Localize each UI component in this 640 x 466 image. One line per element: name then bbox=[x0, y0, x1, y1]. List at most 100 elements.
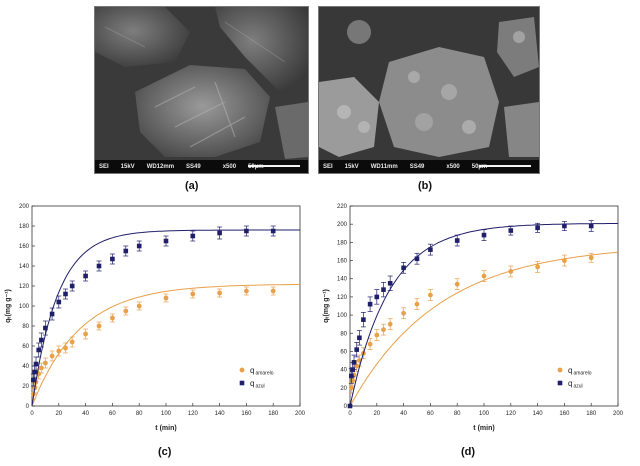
data-point bbox=[401, 310, 406, 316]
data-point bbox=[96, 323, 102, 329]
sem-micrograph-b bbox=[319, 7, 539, 173]
legend-marker bbox=[239, 367, 245, 373]
data-point bbox=[163, 295, 169, 301]
data-point bbox=[588, 223, 594, 229]
sem-wd-b: WD11mm bbox=[370, 163, 398, 170]
data-point bbox=[354, 363, 360, 369]
data-point bbox=[347, 403, 353, 409]
data-point bbox=[56, 348, 62, 354]
chart-svg-d: 0 20 40 60 80 100 120 140 160 180 200 0 20 40 60 80 100 1… bbox=[323, 204, 624, 432]
data-point bbox=[381, 287, 386, 292]
y-tick-label: 80 bbox=[22, 324, 29, 330]
data-point bbox=[96, 263, 102, 269]
data-point bbox=[428, 292, 433, 298]
x-tick-label: 20 bbox=[55, 411, 62, 417]
sem-info-bar-b: SEI 15kV WD11mm SS49 x500 50µm bbox=[319, 160, 539, 173]
data-point bbox=[454, 238, 460, 243]
data-point bbox=[348, 385, 354, 391]
x-axis-label: t (min) bbox=[473, 425, 494, 432]
y-tick-label: 100 bbox=[337, 313, 348, 319]
legend-label: qamarelo bbox=[568, 366, 592, 377]
data-point bbox=[351, 360, 357, 365]
data-point bbox=[56, 299, 62, 305]
y-axis-label: qₜ(mg g⁻¹) bbox=[323, 289, 330, 323]
y-tick-label: 140 bbox=[337, 277, 348, 283]
data-point bbox=[454, 281, 460, 287]
data-point bbox=[136, 303, 142, 309]
data-point bbox=[414, 256, 420, 262]
data-point bbox=[49, 353, 55, 359]
fit-curve bbox=[349, 223, 618, 407]
scale-bar-a bbox=[248, 165, 300, 167]
data-point bbox=[481, 273, 487, 279]
y-tick-label: 160 bbox=[19, 244, 30, 250]
data-point bbox=[401, 265, 406, 271]
y-tick-label: 200 bbox=[337, 222, 348, 228]
x-tick-label: 20 bbox=[373, 411, 380, 417]
y-tick-label: 180 bbox=[337, 240, 348, 246]
data-point bbox=[123, 248, 129, 254]
y-tick-label: 220 bbox=[337, 204, 348, 210]
x-tick-label: 200 bbox=[295, 411, 306, 417]
data-point bbox=[110, 256, 115, 262]
panel-label-c: (c) bbox=[158, 446, 172, 458]
x-tick-label: 60 bbox=[427, 411, 434, 417]
x-tick-label: 40 bbox=[82, 411, 89, 417]
legend-marker bbox=[557, 380, 563, 386]
kinetics-chart-c: 0 20 40 60 80 100 120 140 160 180 200 0 20 40 60 80 100 1… bbox=[0, 196, 320, 446]
x-tick-label: 100 bbox=[479, 411, 490, 417]
x-tick-label: 160 bbox=[559, 411, 570, 417]
data-point bbox=[387, 280, 393, 286]
data-point bbox=[136, 243, 142, 249]
x-tick-label: 40 bbox=[400, 411, 407, 417]
legend-marker bbox=[557, 367, 563, 373]
sem-info-bar-a: SEI 15kV WD12mm SS49 x500 50µm bbox=[95, 160, 308, 173]
data-point bbox=[163, 238, 169, 244]
sem-image-b: SEI 15kV WD11mm SS49 x500 50µm bbox=[318, 6, 540, 174]
data-point bbox=[244, 288, 249, 294]
y-tick-label: 100 bbox=[19, 304, 30, 310]
scale-bar-b bbox=[479, 165, 531, 167]
data-point bbox=[562, 223, 567, 229]
data-point bbox=[110, 315, 115, 321]
sem-ss-a: SS49 bbox=[186, 163, 201, 170]
data-point bbox=[270, 288, 276, 294]
data-point bbox=[43, 325, 48, 331]
data-point bbox=[481, 232, 487, 238]
x-tick-label: 120 bbox=[188, 411, 199, 417]
data-point bbox=[217, 290, 223, 296]
x-tick-label: 180 bbox=[268, 411, 279, 417]
sem-mag-a: x500 bbox=[222, 163, 237, 170]
data-point bbox=[83, 273, 88, 279]
data-point bbox=[354, 347, 359, 352]
data-point bbox=[357, 335, 362, 341]
x-tick-label: 0 bbox=[30, 411, 34, 417]
x-tick-label: 100 bbox=[161, 411, 172, 417]
y-tick-label: 120 bbox=[337, 295, 348, 301]
legend-label: qamarelo bbox=[250, 366, 274, 377]
data-point bbox=[381, 327, 386, 333]
fit-curve bbox=[31, 284, 300, 407]
y-tick-label: 180 bbox=[19, 224, 30, 230]
data-point bbox=[39, 337, 44, 343]
y-tick-label: 20 bbox=[340, 386, 347, 392]
data-point bbox=[33, 361, 39, 367]
chart-svg-c: 0 20 40 60 80 100 120 140 160 180 200 0 20 40 60 80 100 1… bbox=[5, 204, 306, 432]
y-tick-label: 140 bbox=[19, 264, 30, 270]
sem-micrograph-a bbox=[95, 7, 308, 173]
data-point bbox=[32, 369, 37, 375]
data-point bbox=[83, 331, 88, 337]
y-tick-label: 0 bbox=[26, 404, 30, 410]
x-tick-label: 140 bbox=[533, 411, 544, 417]
y-tick-label: 160 bbox=[337, 259, 348, 265]
y-tick-label: 40 bbox=[340, 368, 347, 374]
x-tick-label: 80 bbox=[454, 411, 461, 417]
panel-label-b: (b) bbox=[418, 180, 433, 192]
data-point bbox=[374, 332, 380, 338]
data-point bbox=[38, 365, 44, 371]
data-point bbox=[367, 341, 373, 347]
data-point bbox=[387, 321, 393, 327]
sem-voltage-b: 15kV bbox=[344, 163, 359, 170]
y-tick-label: 60 bbox=[340, 349, 347, 355]
data-point bbox=[190, 233, 196, 239]
